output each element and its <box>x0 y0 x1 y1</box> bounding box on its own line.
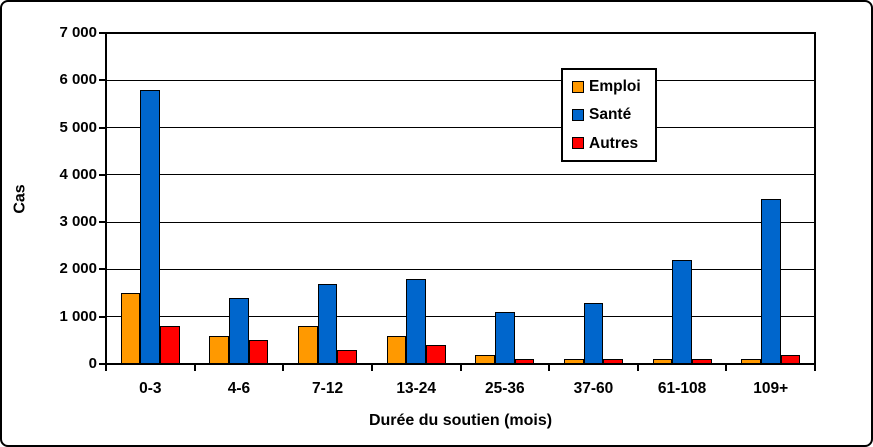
bar-autres <box>248 340 269 364</box>
y-axis-tick <box>99 79 106 82</box>
legend-item-santé: Santé <box>572 107 643 123</box>
bar-autres <box>337 349 358 364</box>
legend-item-emploi: Emploi <box>572 79 643 95</box>
bar-santé <box>406 278 427 364</box>
x-axis-tick <box>370 364 373 371</box>
gridline-3000 <box>106 221 815 223</box>
y-tick-label: 2 000 <box>59 260 97 278</box>
bar-emploi <box>475 354 495 364</box>
bar-emploi <box>563 359 584 364</box>
x-axis-tick <box>548 364 551 371</box>
bar-autres <box>514 359 535 364</box>
bar-santé <box>760 198 781 364</box>
x-category-label: 37-60 <box>573 380 614 397</box>
bar-autres <box>691 359 712 364</box>
legend-swatch-icon <box>572 109 584 121</box>
x-axis-tick <box>105 364 107 371</box>
x-category-label: 4-6 <box>227 380 251 397</box>
y-tick-label: 4 000 <box>59 165 97 183</box>
bar-santé <box>229 297 249 364</box>
y-axis-tick <box>99 315 106 318</box>
y-axis-tick <box>99 32 106 34</box>
x-axis-tick <box>282 364 285 371</box>
y-tick-label: 1 000 <box>59 307 97 325</box>
bar-emploi <box>386 335 407 364</box>
gridline-2000 <box>106 268 815 270</box>
x-category-label: 0-3 <box>139 380 162 397</box>
bar-santé <box>317 283 338 364</box>
gridline-5000 <box>106 127 815 129</box>
y-axis-tick <box>99 363 106 365</box>
bar-santé <box>583 302 604 364</box>
x-axis-tick <box>725 364 728 371</box>
y-tick-label: 5 000 <box>59 118 97 136</box>
legend-swatch-icon <box>572 80 584 93</box>
x-axis-tick <box>193 364 196 371</box>
y-tick-label: 3 000 <box>59 213 97 231</box>
x-axis-tick <box>459 364 462 371</box>
bar-emploi <box>209 335 230 364</box>
bar-emploi <box>741 359 761 364</box>
x-axis-tick <box>636 364 639 371</box>
legend-item-autres: Autres <box>572 134 643 152</box>
gridline-4000 <box>106 174 815 176</box>
bar-emploi <box>120 293 141 364</box>
y-tick-label: 7 000 <box>59 24 97 41</box>
bar-santé <box>494 311 515 364</box>
legend-label: Emploi <box>589 78 641 95</box>
x-category-label: 13-24 <box>396 380 437 397</box>
y-axis-tick <box>99 173 106 176</box>
y-tick-label: 0 <box>88 355 97 372</box>
x-category-label: 61-108 <box>657 380 707 397</box>
bar-emploi <box>298 326 318 364</box>
x-axis-tick <box>814 364 816 371</box>
bar-santé <box>672 259 692 364</box>
legend-label: Santé <box>589 106 632 124</box>
x-axis-title: Durée du soutien (mois) <box>368 412 553 429</box>
x-category-label: 109+ <box>753 380 789 397</box>
x-category-label: 7-12 <box>312 380 344 397</box>
bar-autres <box>426 345 446 364</box>
y-axis-title: Cas <box>11 183 29 214</box>
bar-emploi <box>652 359 673 364</box>
bar-autres <box>603 359 623 364</box>
bar-autres <box>160 326 180 364</box>
y-axis-tick <box>99 268 106 271</box>
legend-swatch-icon <box>572 137 584 150</box>
legend-label: Autres <box>589 134 639 152</box>
gridline-1000 <box>106 316 815 318</box>
bar-autres <box>780 354 801 364</box>
y-tick-label: 6 000 <box>59 71 97 89</box>
legend: Emploi Santé Autres <box>561 68 657 162</box>
plot-border <box>105 32 816 365</box>
x-category-label: 25-36 <box>484 380 525 397</box>
bar-santé <box>140 89 161 364</box>
gridline-6000 <box>106 79 815 81</box>
y-axis-tick <box>99 221 106 224</box>
y-axis-tick <box>99 126 106 129</box>
